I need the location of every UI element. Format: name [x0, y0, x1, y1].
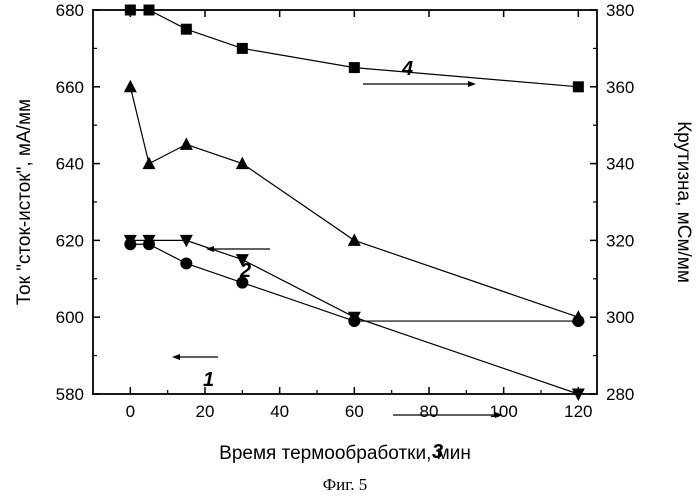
series-2-point: [124, 80, 137, 93]
series-1-point: [180, 257, 192, 269]
series-2-point: [143, 157, 156, 170]
right-axis-title: Крутизна, мСм/мм: [673, 121, 694, 283]
left-y-tick-label: 680: [56, 1, 84, 20]
series-2-point: [348, 233, 361, 246]
left-axis-title: Ток "сток-исток", мА/мм: [14, 99, 35, 305]
curve-label-2: 2: [239, 260, 251, 282]
series-2-point: [572, 310, 585, 323]
series-4-point: [125, 5, 136, 16]
left-y-tick-label: 620: [56, 231, 84, 250]
right-y-tick-label: 360: [606, 78, 634, 97]
series-2-point: [236, 157, 249, 170]
series-line-1: [130, 244, 578, 321]
series-2-point: [180, 137, 193, 150]
left-y-tick-label: 600: [56, 308, 84, 327]
series-4-point: [237, 43, 248, 54]
x-tick-label: 0: [126, 402, 135, 421]
left-y-tick-label: 640: [56, 155, 84, 174]
right-y-tick-label: 320: [606, 231, 634, 250]
right-y-tick-label: 300: [606, 308, 634, 327]
series-4-point: [181, 24, 192, 35]
x-tick-label: 100: [489, 402, 517, 421]
x-tick-label: 40: [270, 402, 289, 421]
arrow-2-head: [206, 246, 214, 252]
plot-frame: [93, 10, 597, 394]
right-y-tick-label: 380: [606, 1, 634, 20]
right-y-tick-label: 280: [606, 385, 634, 404]
left-y-tick-label: 580: [56, 385, 84, 404]
arrow-4-head: [468, 81, 476, 87]
left-y-tick-label: 660: [56, 78, 84, 97]
curve-annotations: 4 2 1 3: [172, 58, 503, 463]
series-4-point: [349, 62, 360, 73]
arrow-1-head: [172, 354, 180, 360]
series-markers: [124, 5, 585, 402]
series-line-4: [130, 10, 578, 87]
x-tick-label: 80: [420, 402, 439, 421]
series-4-point: [144, 5, 155, 16]
figure-caption: Фиг. 5: [323, 475, 368, 494]
curve-label-1: 1: [203, 369, 214, 391]
x-axis-title: Время термообработки, мин: [219, 443, 471, 464]
x-tick-label: 60: [345, 402, 364, 421]
curve-label-4: 4: [401, 58, 413, 80]
right-y-tick-label: 340: [606, 155, 634, 174]
x-tick-label: 120: [564, 402, 592, 421]
series-4-point: [573, 81, 584, 92]
series-line-2: [130, 87, 578, 317]
x-tick-label: 20: [196, 402, 215, 421]
series-3-point: [180, 235, 193, 248]
axis-ticks: [93, 10, 597, 394]
tick-labels: 0 20 40 60 80 100 120 580 600 620 640 660 680 280 300 3…: [56, 1, 635, 421]
